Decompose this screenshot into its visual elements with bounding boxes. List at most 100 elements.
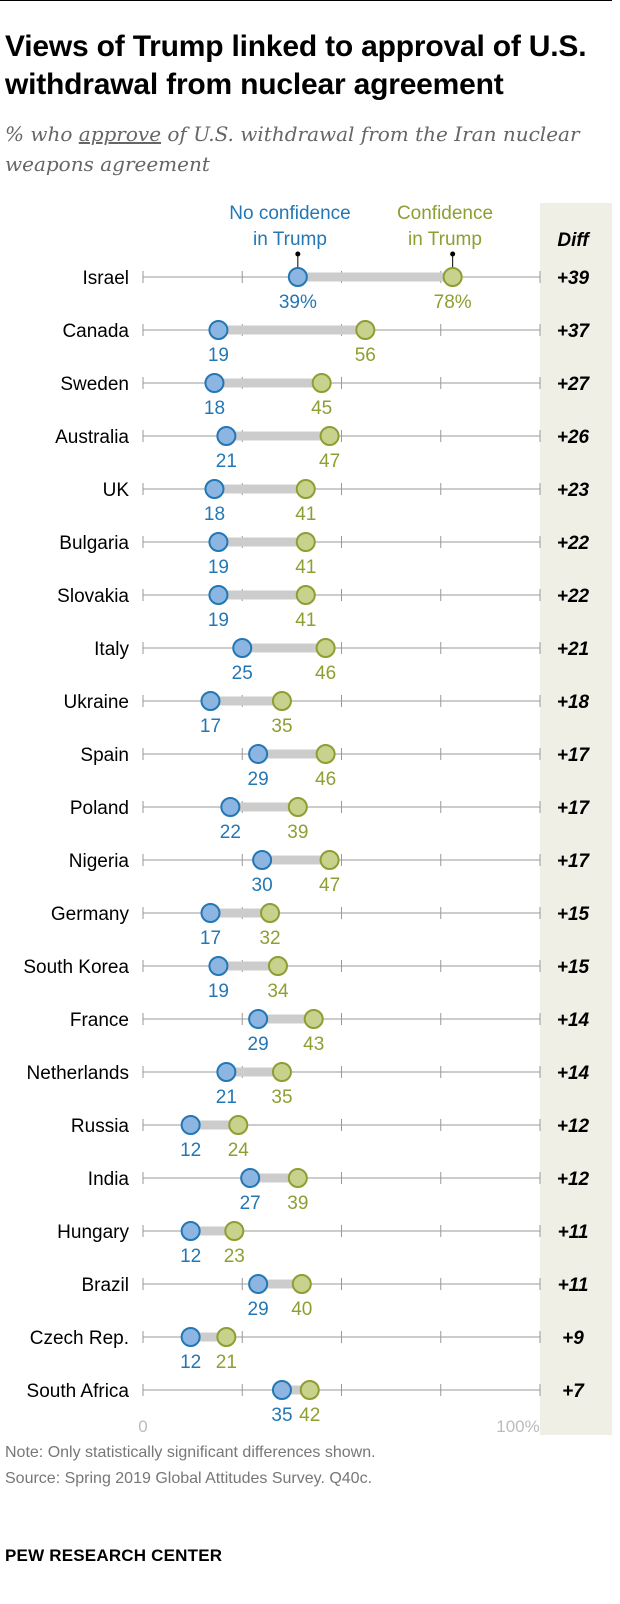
axis-max-label: 100% [496,1417,539,1436]
confidence-dot [299,1380,320,1400]
diff-value: +14 [557,1063,590,1084]
category-label: Russia [71,1116,130,1137]
no-confidence-dot [240,1168,261,1188]
no-confidence-dot [248,1009,269,1029]
confidence-value-label: 56 [355,345,376,366]
confidence-value-label: 78% [434,292,472,313]
confidence-dot [228,1115,249,1135]
subtitle-emphasis: approve [78,122,162,146]
confidence-value-label: 35 [271,1087,292,1108]
confidence-value-label: 46 [315,769,336,790]
diff-value: +17 [557,745,591,766]
confidence-value-label: 40 [291,1299,312,1320]
category-label: India [88,1169,130,1190]
confidence-dot [291,1274,312,1294]
category-label: Czech Rep. [30,1328,129,1349]
confidence-dot [311,373,332,393]
confidence-value-label: 42 [299,1405,320,1426]
no-confidence-value-label: 19 [208,610,229,631]
confidence-dot [315,744,336,764]
diff-value: +17 [557,851,591,872]
confidence-dot [295,532,316,552]
confidence-dot [267,956,288,976]
no-confidence-value-label: 39% [279,292,317,313]
diff-value: +12 [557,1116,590,1137]
confidence-dot [224,1221,245,1241]
no-confidence-dot [180,1221,201,1241]
confidence-dot [355,320,376,340]
no-confidence-dot [287,267,308,287]
confidence-value-label: 43 [303,1034,324,1055]
confidence-value-label: 34 [267,981,289,1002]
legend-leader-dot-no-confidence [295,251,301,257]
diff-value: +12 [557,1169,590,1190]
diff-value: +23 [557,480,590,501]
category-label: Sweden [60,374,129,395]
diff-value: +21 [557,639,589,660]
axis-min-label: 0 [138,1417,147,1436]
no-confidence-value-label: 25 [232,663,253,684]
confidence-dot [295,585,316,605]
no-confidence-value-label: 22 [220,822,241,843]
category-label: Hungary [57,1222,129,1243]
confidence-value-label: 35 [271,716,292,737]
no-confidence-value-label: 19 [208,557,229,578]
diff-column-background [540,203,612,1435]
confidence-value-label: 41 [295,504,316,525]
no-confidence-dot [204,479,225,499]
no-confidence-value-label: 19 [208,345,229,366]
diff-value: +22 [557,533,590,554]
no-confidence-dot [204,373,225,393]
category-label: Ukraine [64,692,129,713]
no-confidence-dot [208,956,229,976]
no-confidence-value-label: 18 [204,504,225,525]
confidence-value-label: 21 [216,1352,237,1373]
category-label: Canada [62,321,129,342]
legend-no-confidence-line-2: in Trump [253,229,327,250]
confidence-value-label: 46 [315,663,336,684]
category-label: Israel [83,268,129,289]
confidence-value-label: 47 [319,875,340,896]
no-confidence-dot [216,426,237,446]
legend-leader-dot-confidence [450,251,456,257]
confidence-value-label: 23 [224,1246,245,1267]
no-confidence-value-label: 29 [248,1299,269,1320]
category-label: Germany [51,904,130,925]
no-confidence-value-label: 17 [200,716,221,737]
no-confidence-value-label: 29 [248,1034,269,1055]
diff-value: +11 [558,1222,589,1243]
diff-value: +39 [557,268,590,289]
confidence-dot [271,691,292,711]
diff-value: +27 [557,374,591,395]
confidence-value-label: 47 [319,451,340,472]
legend-confidence-line-1: Confidence [397,203,493,224]
no-confidence-dot [252,850,273,870]
no-confidence-dot [200,691,221,711]
category-label: South Korea [23,957,129,978]
no-confidence-value-label: 21 [216,1087,237,1108]
diff-value: +14 [557,1010,590,1031]
pew-logo-text: PEW RESEARCH CENTER [5,1546,223,1565]
no-confidence-value-label: 30 [252,875,273,896]
no-confidence-value-label: 12 [180,1352,201,1373]
category-label: Brazil [81,1275,129,1296]
category-label: France [70,1010,129,1031]
category-label: Bulgaria [59,533,129,554]
diff-value: +7 [562,1381,585,1402]
no-confidence-value-label: 35 [271,1405,292,1426]
no-confidence-value-label: 12 [180,1246,201,1267]
confidence-dot [442,267,463,287]
no-confidence-value-label: 17 [200,928,221,949]
category-label: South Africa [27,1381,130,1402]
confidence-value-label: 41 [295,557,316,578]
diff-value: +15 [557,957,590,978]
no-confidence-dot [248,1274,269,1294]
confidence-dot [271,1062,292,1082]
confidence-value-label: 39 [287,822,308,843]
no-confidence-dot [248,744,269,764]
category-label: UK [103,480,130,501]
diff-value: +26 [557,427,590,448]
no-confidence-dot [271,1380,292,1400]
confidence-dot [319,850,340,870]
no-confidence-value-label: 18 [204,398,225,419]
